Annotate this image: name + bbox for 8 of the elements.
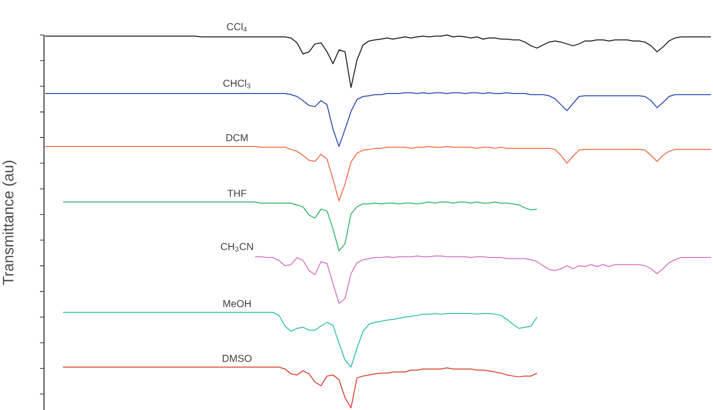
series-label: DCM [226, 134, 248, 142]
series-label: CH$_{3}$CN [220, 243, 253, 252]
series-label: DMSO [222, 354, 252, 362]
series-label: MeOH [223, 300, 251, 308]
y-axis-title: Transmittance (au) [2, 160, 16, 285]
series-label: THF [228, 190, 246, 197]
series-label: CCl$_{4}$ [226, 22, 247, 32]
series-label: CHCl$_{3}$ [223, 80, 250, 88]
